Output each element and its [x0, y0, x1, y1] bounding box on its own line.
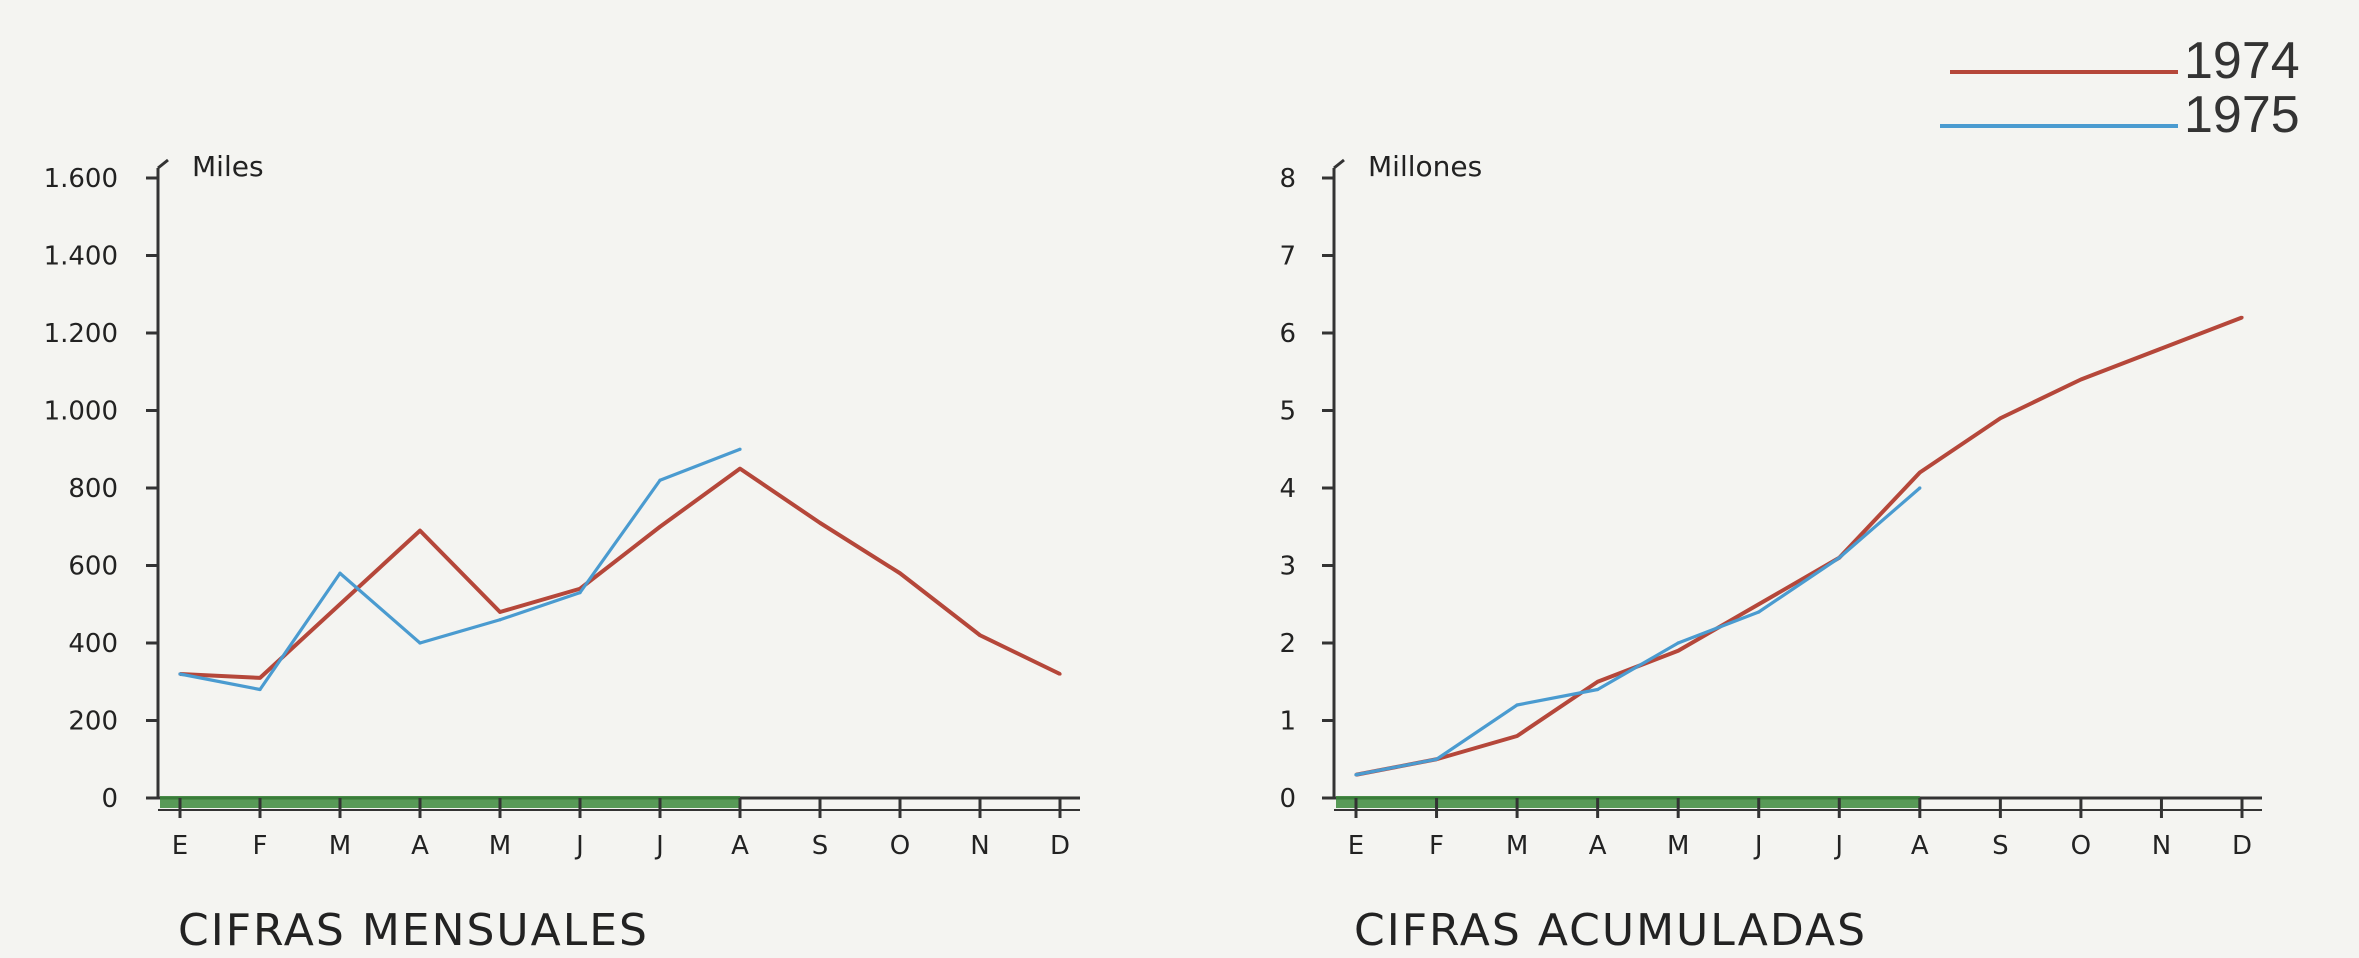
x-tick-label: J	[654, 831, 664, 861]
data-point-1975	[738, 447, 742, 451]
chart-title: CIFRAS MENSUALES	[178, 905, 649, 956]
x-tick-label: M	[329, 831, 351, 861]
data-point-1975	[1596, 687, 1600, 692]
y-tick-label: 600	[68, 552, 118, 582]
x-tick-label: M	[1667, 831, 1689, 861]
data-point-1975	[418, 641, 422, 645]
x-tick-label: J	[574, 831, 584, 861]
data-point-1974	[818, 521, 822, 525]
chart-2: 0 1 2 3 4 5 6 7 8 Millones E F M A M J J A S O N D CIFRAS ACUM…	[1279, 150, 2262, 956]
data-point-1974	[1058, 672, 1062, 676]
y-tick-label: 400	[68, 629, 118, 659]
data-point-1975	[338, 571, 342, 575]
data-point-1974	[2079, 377, 2083, 382]
chart-title: CIFRAS ACUMULADAS	[1354, 905, 1867, 956]
x-tick-label: M	[1506, 831, 1528, 861]
data-point-1974	[2240, 315, 2244, 320]
y-axis-cap	[157, 158, 169, 170]
data-point-1974	[418, 529, 422, 533]
data-point-1975	[1918, 486, 1922, 490]
y-tick-label: 1.600	[44, 164, 118, 194]
data-point-1974	[1596, 680, 1600, 684]
y-tick-label: 200	[68, 707, 118, 737]
data-point-1974	[1515, 734, 1519, 738]
data-point-1974	[1676, 649, 1680, 653]
x-tick-label: S	[812, 831, 829, 861]
x-tick-label: O	[890, 831, 910, 861]
data-point-1975	[498, 618, 502, 622]
y-tick-label: 800	[68, 474, 118, 504]
y-tick-label: 2	[1279, 629, 1296, 659]
x-tick-label: J	[1833, 831, 1843, 861]
data-point-1974	[738, 467, 742, 471]
data-point-1974	[2159, 346, 2164, 351]
y-tick-label: 0	[1279, 784, 1296, 814]
data-point-1975	[1434, 757, 1439, 761]
data-point-1975	[1757, 610, 1761, 614]
data-point-1975	[1354, 773, 1358, 777]
highlight-band	[160, 796, 740, 808]
x-tick-label: E	[1348, 831, 1364, 861]
y-tick-label: 7	[1279, 242, 1296, 272]
x-tick-label: A	[1911, 831, 1929, 861]
data-point-1974	[898, 571, 902, 575]
series-line-1974	[1355, 315, 2243, 777]
y-tick-label: 1.000	[44, 397, 118, 427]
data-point-1975	[1515, 703, 1519, 707]
chart-1: 0 200 400 600 800 1.000 1.200 1.400 1.600 Miles E F…	[44, 150, 1080, 956]
data-point-1974	[1918, 470, 1922, 475]
y-tick-label: 6	[1279, 319, 1296, 349]
x-tick-label: M	[489, 831, 511, 861]
y-tick-label: 0	[101, 784, 118, 814]
y-tick-label: 4	[1279, 474, 1296, 504]
x-tick-label: A	[1589, 831, 1607, 861]
series-line-1974	[179, 466, 1061, 680]
data-point-1974	[658, 525, 662, 529]
data-point-1975	[578, 591, 582, 595]
data-point-1975	[1837, 556, 1841, 560]
y-tick-label: 5	[1279, 397, 1296, 427]
x-tick-label: J	[1753, 831, 1763, 861]
y-unit-label: Miles	[192, 150, 264, 183]
x-tick-label: O	[2071, 831, 2091, 861]
x-tick-label: D	[2232, 831, 2252, 861]
x-tick-label: E	[172, 831, 188, 861]
x-tick-label: D	[1050, 831, 1070, 861]
x-tick-label: F	[253, 831, 268, 861]
y-axis-cap	[1333, 158, 1345, 170]
y-tick-label: 3	[1279, 552, 1296, 582]
x-tick-label: N	[2152, 831, 2171, 861]
legend-label-1974: 1974	[2184, 32, 2300, 90]
y-tick-label: 1.200	[44, 319, 118, 349]
x-tick-label: F	[1429, 831, 1444, 861]
data-point-1974	[258, 676, 262, 680]
highlight-band	[1336, 796, 1920, 808]
data-point-1975	[1676, 641, 1680, 645]
x-tick-label: A	[731, 831, 749, 861]
data-point-1975	[258, 687, 262, 692]
data-point-1975	[658, 478, 662, 482]
data-point-1974	[1998, 416, 2002, 420]
data-point-1974	[498, 610, 502, 614]
y-tick-label: 1	[1279, 707, 1296, 737]
x-tick-label: A	[411, 831, 429, 861]
series-line-1975	[1355, 486, 1921, 777]
legend-label-1975: 1975	[2184, 86, 2300, 144]
series-line-1975	[179, 447, 741, 692]
y-tick-label: 1.400	[44, 242, 118, 272]
x-tick-label: N	[970, 831, 989, 861]
data-point-1974	[338, 602, 342, 606]
x-tick-label: S	[1992, 831, 2009, 861]
data-point-1975	[178, 672, 182, 676]
data-point-1974	[1757, 602, 1761, 606]
y-unit-label: Millones	[1368, 150, 1482, 183]
data-point-1974	[978, 633, 982, 637]
y-tick-label: 8	[1279, 164, 1296, 194]
